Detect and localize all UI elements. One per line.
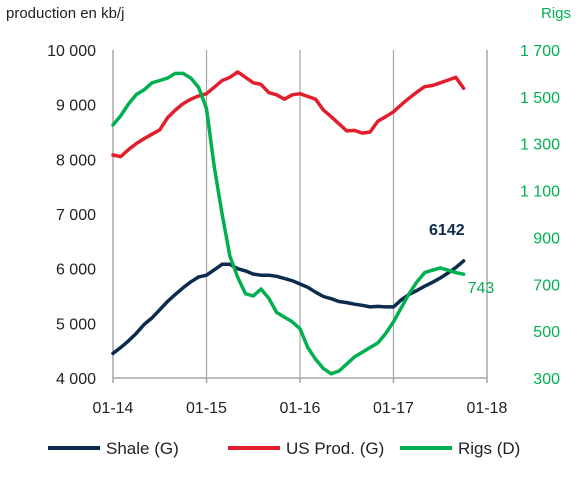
axes <box>112 50 488 383</box>
right-axis-tick-label: 700 <box>533 277 560 294</box>
right-axis-tick-label: 1 700 <box>520 43 560 60</box>
right-axis-tick-label: 300 <box>533 371 560 388</box>
left-axis-tick-label: 4 000 <box>56 371 96 388</box>
right-axis-tick-label: 500 <box>533 324 560 341</box>
legend-label: Shale (G) <box>106 439 179 458</box>
x-axis-tick-label: 01-18 <box>467 400 508 417</box>
left-axis-tick-label: 6 000 <box>56 262 96 279</box>
data-label: 6142 <box>429 222 465 239</box>
right-axis-tick-labels: 300 500 700 900 1 100 1 300 1 500 1 700 <box>520 43 560 388</box>
x-axis-tick-label: 01-16 <box>280 400 321 417</box>
data-label: 743 <box>468 280 495 297</box>
left-axis-tick-labels: 4 000 5 000 6 000 7 000 8 000 9 000 10 000 <box>47 43 96 388</box>
right-axis-tick-label: 1 500 <box>520 90 560 107</box>
right-axis-tick-label: 900 <box>533 230 560 247</box>
legend-label: US Prod. (G) <box>286 439 384 458</box>
left-axis-title: production en kb/j <box>6 5 124 22</box>
series-line-shale-g <box>111 259 466 356</box>
legend: Shale (G) US Prod. (G) Rigs (D) <box>48 439 520 458</box>
series-line-rigs-d <box>111 71 466 376</box>
x-axis-tick-label: 01-17 <box>373 400 414 417</box>
x-axis-tick-labels: 01-14 01-15 01-16 01-17 01-18 <box>93 400 508 417</box>
right-axis-tick-label: 1 100 <box>520 184 560 201</box>
series-line-us-prod-g <box>111 70 466 159</box>
left-axis-tick-label: 7 000 <box>56 207 96 224</box>
left-axis-tick-label: 10 000 <box>47 43 96 60</box>
left-axis-tick-label: 9 000 <box>56 98 96 115</box>
series-lines <box>111 70 466 376</box>
data-annotations: 6142 743 <box>429 222 494 297</box>
left-axis-tick-label: 5 000 <box>56 316 96 333</box>
legend-label: Rigs (D) <box>458 439 520 458</box>
x-axis-tick-label: 01-14 <box>93 400 134 417</box>
right-axis-tick-label: 1 300 <box>520 137 560 154</box>
right-axis-title: Rigs <box>541 5 571 22</box>
left-axis-tick-label: 8 000 <box>56 152 96 169</box>
x-axis-tick-label: 01-15 <box>186 400 227 417</box>
